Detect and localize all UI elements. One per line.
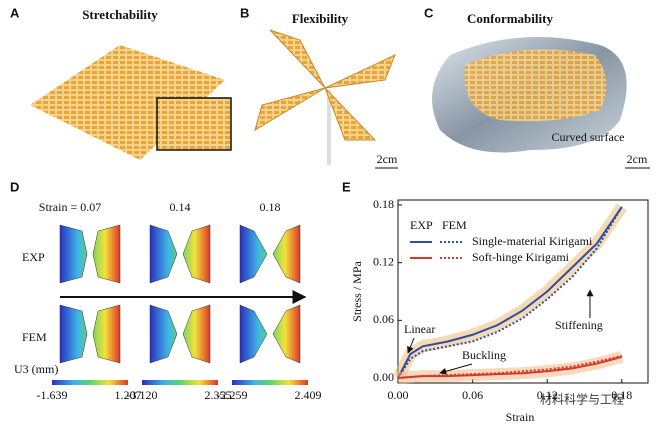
fem-line [397,206,623,379]
kirigami-unit [149,304,211,364]
strain-label: 0.14 [170,200,191,214]
row-label: FEM [22,330,47,344]
kirigami-unit [59,224,121,284]
kirigami-sheet [30,45,225,160]
exp-band [392,203,627,381]
panel-e: E 0.00 0.06 0.12 0.18 0.00 0.06 0.12 0.18 Stress … [342,179,649,424]
colorbar-min: -2.259 [217,388,248,402]
legend-label: Soft-hinge Kirigami [472,250,570,264]
exp-line [397,206,623,379]
annotation-arrow [439,363,473,375]
panel-label: A [10,5,20,20]
colorbar-max: 2.409 [295,388,322,402]
panel-c: C Conformability Curved surface 2cm [424,5,650,169]
inset [156,97,232,151]
kirigami-unit [239,304,301,364]
surface-note: Curved surface [552,130,625,144]
x-tick-label: 0.18 [611,388,632,402]
annotation: Stiffening [555,318,603,332]
legend-header: FEM [442,218,467,232]
annotation-arrow [407,337,415,354]
colorbar [232,380,308,385]
colorbar-max: 1.207 [115,388,142,402]
colorbar [142,380,218,385]
annotation: Buckling [462,348,506,362]
colorbar-max: 2.355 [205,388,232,402]
panel-d: D Strain = 0.07 -1.639 1.207 0.14 -3.120 2.35… [10,179,322,401]
panel-label: D [10,179,19,194]
kirigami-unit [59,304,121,364]
x-axis-label: Strain [506,410,535,424]
scale-label: 2cm [377,152,398,166]
colorbar-title: U3 (mm) [14,362,58,376]
strain-label: 0.18 [260,200,281,214]
y-axis-label: Stress / MPa [350,260,364,321]
stick [327,90,331,165]
y-tick-label: 0.06 [373,312,394,326]
panel-b: B Flexibility 2cm [240,5,398,169]
conformal-kirigami [464,49,607,122]
panel-title: Flexibility [292,11,349,26]
kirigami-unit [239,224,301,284]
colorbar-min: -1.639 [37,388,68,402]
panel-label: E [342,179,351,194]
x-tick-label: 0.12 [537,388,558,402]
strain-label: Strain = 0.07 [39,200,101,214]
annotation: Linear [404,322,435,336]
kirigami-unit [149,224,211,284]
panel-title: Conformability [467,11,553,26]
x-tick-label: 0.06 [462,388,483,402]
watermark: 材料科学与工程 [540,392,624,407]
panel-title: Stretchability [82,7,158,22]
legend-header: EXP [410,218,433,232]
y-tick-label: 0.12 [373,254,394,268]
panel-a: A Stretchability [10,5,232,160]
y-tick-label: 0.00 [373,370,394,384]
colorbar-min: -3.120 [127,388,158,402]
x-tick-label: 0.00 [388,388,409,402]
row-label: EXP [22,250,45,264]
scale-label: 2cm [627,152,648,166]
pinwheel [254,29,396,141]
plot-frame [397,199,649,384]
panel-label: C [424,5,434,20]
legend-label: Single-material Kirigami [472,234,593,248]
colorbar [52,380,128,385]
panel-label: B [240,5,249,20]
fem-line [397,354,623,379]
y-tick-label: 0.18 [373,197,394,211]
